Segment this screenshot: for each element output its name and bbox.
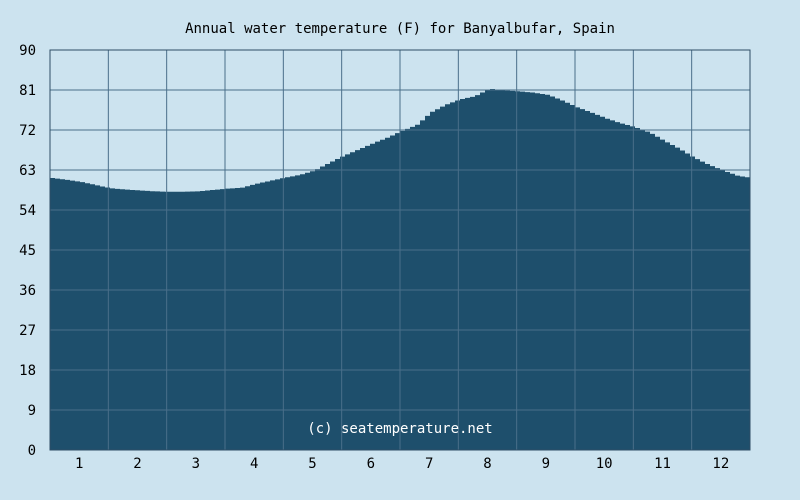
x-tick-label: 6 <box>367 456 375 472</box>
y-tick-label: 54 <box>19 203 36 219</box>
x-tick-label: 1 <box>75 456 83 472</box>
x-tick-label: 7 <box>425 456 433 472</box>
y-tick-label: 72 <box>19 123 36 139</box>
y-tick-label: 45 <box>19 243 36 259</box>
x-tick-label: 12 <box>712 456 729 472</box>
x-tick-label: 9 <box>542 456 550 472</box>
y-tick-label: 9 <box>28 403 36 419</box>
watermark-text: (c) seatemperature.net <box>307 421 492 437</box>
chart-title: Annual water temperature (F) for Banyalb… <box>185 21 615 37</box>
y-tick-label: 0 <box>28 443 36 459</box>
x-tick-label: 4 <box>250 456 258 472</box>
plot-border <box>49 49 751 451</box>
x-tick-label: 2 <box>133 456 141 472</box>
y-tick-label: 81 <box>19 83 36 99</box>
y-tick-label: 90 <box>19 43 36 59</box>
y-tick-label: 27 <box>19 323 36 339</box>
x-tick-label: 3 <box>192 456 200 472</box>
y-tick-labels: 0 9 18 27 36 45 54 63 72 81 90 <box>19 43 36 459</box>
x-tick-label: 11 <box>654 456 671 472</box>
x-tick-label: 10 <box>596 456 613 472</box>
y-tick-label: 63 <box>19 163 36 179</box>
x-tick-label: 5 <box>308 456 316 472</box>
y-tick-label: 18 <box>19 363 36 379</box>
x-tick-label: 8 <box>483 456 491 472</box>
y-tick-label: 36 <box>19 283 36 299</box>
x-tick-labels: 1 2 3 4 5 6 7 8 9 10 11 12 <box>75 456 729 472</box>
